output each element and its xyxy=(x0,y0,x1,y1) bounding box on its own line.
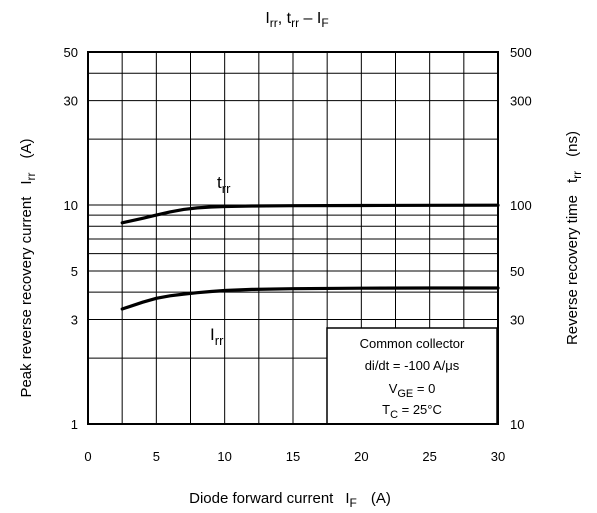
series-label-trr-symbol: t xyxy=(217,173,222,192)
annotation-box-background xyxy=(326,327,498,425)
y-left-axis-label-text: Peak reverse recovery current xyxy=(18,196,35,398)
y-right-tick-label: 300 xyxy=(510,94,532,109)
annotation-line-3-subscript: GE xyxy=(397,388,413,400)
y-right-tick-label: 10 xyxy=(510,417,524,432)
series-label-irr: Irr xyxy=(210,325,224,348)
y-right-axis-label-text: Reverse recovery time xyxy=(564,195,581,345)
annotation-line-3: VGE = 0 xyxy=(389,381,436,400)
y-left-tick-label: 10 xyxy=(64,198,78,213)
series-line-irr xyxy=(120,286,500,311)
y-left-tick-labels: 1 3 5 10 30 50 xyxy=(64,45,78,432)
series-curves xyxy=(120,203,500,311)
series-line-trr xyxy=(120,203,500,225)
y-right-tick-label: 50 xyxy=(510,264,524,279)
y-left-axis-label-subscript: rr xyxy=(24,172,38,180)
series-label-irr-subscript: rr xyxy=(215,333,224,348)
plot-frame xyxy=(87,51,499,425)
annotation-box: Common collector di/dt = -100 A/μs VGE =… xyxy=(326,327,498,425)
x-tick-label: 20 xyxy=(354,449,368,464)
x-tick-label: 30 xyxy=(491,449,505,464)
title-irr-symbol: I xyxy=(265,10,269,27)
title-trr-subscript: rr xyxy=(291,16,299,30)
y-left-tick-label: 50 xyxy=(64,45,78,60)
x-axis-label-unit: (A) xyxy=(371,490,391,507)
x-tick-label: 10 xyxy=(217,449,231,464)
title-trr-symbol: , t xyxy=(278,10,292,27)
annotation-line-4-value: = 25°C xyxy=(398,402,442,417)
x-axis-label-subscript: F xyxy=(350,496,357,510)
title-if-symbol: – I xyxy=(299,10,321,27)
annotation-line-4-subscript: C xyxy=(390,409,398,421)
annotation-line-2: di/dt = -100 A/μs xyxy=(365,358,460,373)
x-axis-label: Diode forward current IF (A) xyxy=(189,490,391,510)
y-left-axis-label: Peak reverse recovery current Irr (A) xyxy=(18,138,38,397)
x-axis-label-text: Diode forward current xyxy=(189,490,334,507)
y-left-tick-label: 30 xyxy=(64,94,78,109)
y-right-tick-label: 500 xyxy=(510,45,532,60)
annotation-line-4-symbol: T xyxy=(382,402,390,417)
x-tick-label: 25 xyxy=(422,449,436,464)
y-left-tick-label: 3 xyxy=(71,313,78,328)
y-right-tick-labels: 10 30 50 100 300 500 xyxy=(510,45,532,432)
y-right-axis-label: Reverse recovery time trr (ns) xyxy=(564,131,584,345)
annotation-line-4: TC = 25°C xyxy=(382,402,442,421)
x-tick-label: 15 xyxy=(286,449,300,464)
series-label-trr-subscript: rr xyxy=(222,181,231,196)
series-label-irr-symbol: I xyxy=(210,325,215,344)
y-right-tick-label: 100 xyxy=(510,198,532,213)
y-right-axis-label-unit: (ns) xyxy=(564,131,581,157)
y-left-axis-label-symbol: I xyxy=(18,180,35,184)
x-tick-label: 5 xyxy=(153,449,160,464)
y-right-axis-label-subscript: rr xyxy=(570,171,584,179)
title-if-subscript: F xyxy=(321,16,328,30)
y-right-tick-label: 30 xyxy=(510,313,524,328)
y-right-axis-label-symbol: t xyxy=(564,178,581,183)
y-left-axis-label-unit: (A) xyxy=(18,138,35,158)
x-tick-label: 0 xyxy=(84,449,91,464)
title-irr-subscript: rr xyxy=(270,16,278,30)
y-left-tick-label: 1 xyxy=(71,417,78,432)
annotation-line-3-symbol: V xyxy=(389,381,398,396)
chart-title: Irr, trr – IF xyxy=(265,10,328,30)
y-left-tick-label: 5 xyxy=(71,264,78,279)
annotation-line-3-value: = 0 xyxy=(413,381,435,396)
x-axis-label-symbol: I xyxy=(345,490,349,507)
x-tick-labels: 0 5 10 15 20 25 30 xyxy=(84,449,505,464)
annotation-line-1: Common collector xyxy=(360,336,465,351)
series-label-trr: trr xyxy=(217,173,231,196)
